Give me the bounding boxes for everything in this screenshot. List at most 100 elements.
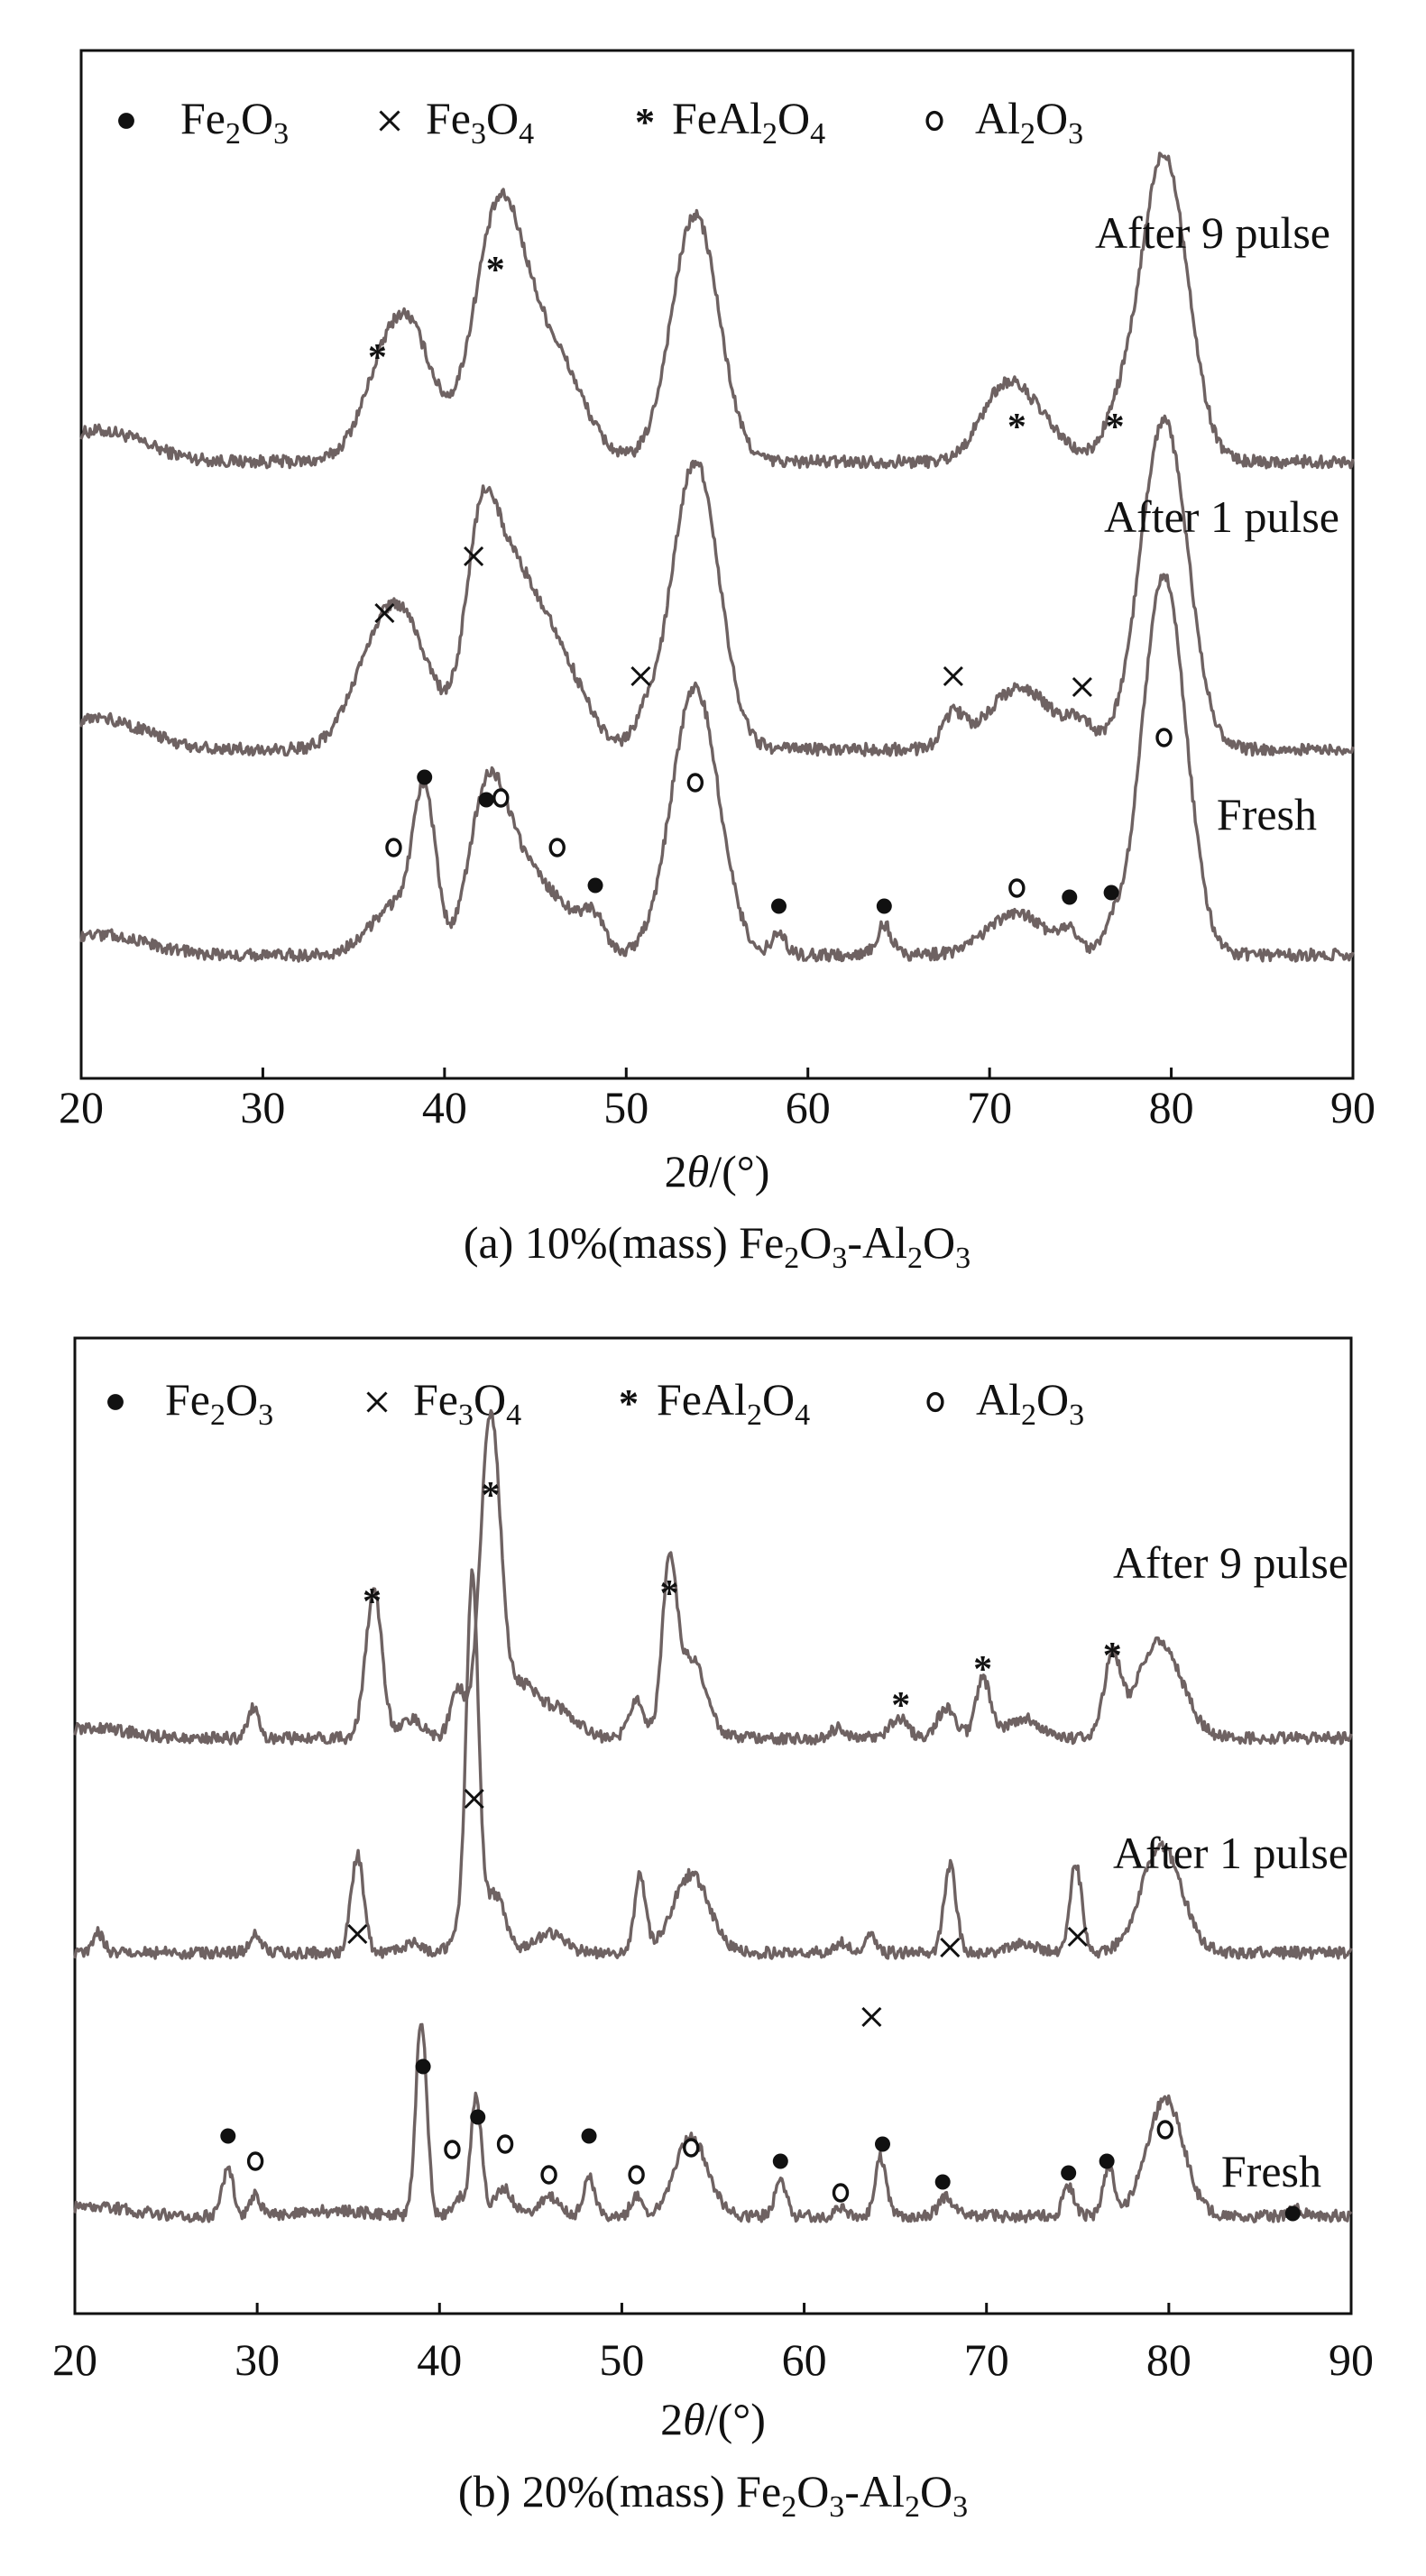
- peak-marker-ring: [832, 2183, 850, 2203]
- x-tick-70: 70: [967, 1068, 1012, 1132]
- peak-marker-ring: [444, 2140, 461, 2159]
- x-tick-label-90: 90: [1329, 2334, 1374, 2385]
- legend-entry-fe3o4: Fe3O4: [379, 93, 534, 151]
- legend-label-fe2o3: Fe2O3: [180, 93, 289, 151]
- xrd-trace-fresh-a: [79, 573, 1355, 963]
- series-fresh-a: Fresh: [79, 573, 1355, 963]
- series-label-fresh-a: Fresh: [1217, 789, 1317, 839]
- x-tick-label-40: 40: [422, 1082, 467, 1132]
- peak-marker-cross: [347, 1923, 368, 1945]
- peak-marker-dot: [470, 2109, 486, 2125]
- legend-entry-fe2o3: Fe2O3: [107, 1374, 273, 1432]
- legend-label-feal2o4: FeAl2O4: [672, 93, 825, 151]
- peak-marker-dot: [1284, 2205, 1301, 2222]
- peak-marker-ring: [246, 2151, 264, 2171]
- peak-marker-dot: [417, 769, 433, 785]
- series-label-after-1-pulse-b: After 1 pulse: [1113, 1828, 1348, 1878]
- peak-marker-cross: [464, 545, 484, 567]
- x-tick-label-30: 30: [240, 1082, 285, 1132]
- peak-markers-after-9-pulse-b: * * * * * *: [363, 1475, 1122, 1727]
- panel-b: 20 30 40 50 60 70 80 90 Fe2O3 Fe3O4 * FeAl2O4 A…: [52, 1336, 1374, 2524]
- peak-marker-star: *: [368, 337, 387, 379]
- x-tick-label-60: 60: [782, 2334, 827, 2385]
- legend-label-fe3o4: Fe3O4: [413, 1374, 521, 1432]
- svg-text:*: *: [363, 1581, 382, 1623]
- series-group-b: * * * * * * After 9 pulse After 1 pulse Fresh: [73, 1408, 1353, 2223]
- series-label-after-1-pulse-a: After 1 pulse: [1104, 491, 1339, 542]
- svg-text:*: *: [659, 1573, 678, 1615]
- x-tick-label-30: 30: [235, 2334, 280, 2385]
- series-after-9-pulse-b: * * * * * * After 9 pulse: [73, 1408, 1353, 1746]
- x-tick-50: 50: [599, 2303, 644, 2385]
- peak-marker-ring: [385, 838, 402, 857]
- svg-text:*: *: [481, 1475, 500, 1517]
- peak-marker-dot: [772, 2153, 788, 2169]
- peak-marker-dot: [874, 2136, 890, 2152]
- svg-text:*: *: [973, 1649, 992, 1691]
- panel-a: 20 30 40 50 60 70 80 90 Fe2O3 Fe3O4 * FeAl2O4 A…: [59, 49, 1375, 1275]
- svg-text:*: *: [619, 1381, 639, 1426]
- peak-marker-cross: [943, 665, 963, 687]
- peak-marker-dot: [770, 898, 787, 914]
- peak-markers-after-1-pulse-b: [347, 1788, 1088, 2028]
- x-tick-60: 60: [786, 1068, 831, 1132]
- x-tick-label-70: 70: [967, 1082, 1012, 1132]
- x-tick-20: 20: [52, 2334, 97, 2385]
- x-tick-label-50: 50: [599, 2334, 644, 2385]
- peak-marker-star: *: [891, 1685, 910, 1727]
- legend-marker-dot: [107, 1394, 124, 1410]
- peak-marker-cross: [861, 2006, 882, 2028]
- legend-marker-ring: [925, 110, 943, 132]
- legend-entry-fe2o3: Fe2O3: [118, 93, 289, 151]
- peak-marker-dot: [1103, 885, 1119, 901]
- x-tick-label-50: 50: [603, 1082, 649, 1132]
- x-tick-label-80: 80: [1146, 2334, 1191, 2385]
- x-ticks-a: 20 30 40 50 60 70 80 90: [59, 1068, 1375, 1132]
- peak-marker-star: *: [973, 1649, 992, 1691]
- xrd-trace-after-1-pulse-a: [79, 414, 1355, 757]
- peak-marker-star: *: [481, 1475, 500, 1517]
- peak-markers-after-9-pulse-a: * * * *: [368, 250, 1125, 448]
- x-tick-40: 40: [422, 1068, 467, 1132]
- legend-b: Fe2O3 Fe3O4 * FeAl2O4 Al2O3: [107, 1374, 1084, 1432]
- legend-marker-ring: [926, 1391, 944, 1413]
- x-tick-70: 70: [964, 2303, 1009, 2385]
- svg-text:*: *: [486, 250, 505, 291]
- x-tick-label-70: 70: [964, 2334, 1009, 2385]
- peak-marker-ring: [1008, 878, 1026, 898]
- peak-marker-ring: [492, 788, 510, 808]
- x-tick-30: 30: [235, 2303, 280, 2385]
- legend-marker-dot: [118, 113, 134, 129]
- x-tick-label-40: 40: [417, 2334, 462, 2385]
- x-tick-90: 90: [1330, 1082, 1375, 1132]
- x-tick-80: 80: [1149, 1068, 1194, 1132]
- series-label-after-9-pulse-a: After 9 pulse: [1095, 207, 1330, 258]
- peak-marker-ring: [540, 2165, 557, 2185]
- x-axis-label-b: 2θ/(°): [660, 2394, 766, 2444]
- svg-text:*: *: [1106, 407, 1125, 448]
- peak-marker-dot: [220, 2128, 236, 2144]
- series-after-1-pulse-a: After 1 pulse: [79, 414, 1355, 757]
- legend-marker-cross: [366, 1391, 388, 1413]
- plot-frame-b: [73, 1336, 1353, 2315]
- peak-marker-cross: [940, 1937, 961, 1958]
- x-tick-label-20: 20: [52, 2334, 97, 2385]
- peak-marker-ring: [683, 2138, 700, 2158]
- series-fresh-b: Fresh: [73, 2022, 1353, 2223]
- peak-marker-star: *: [1106, 407, 1125, 448]
- peak-marker-dot: [581, 2128, 597, 2144]
- x-tick-label-80: 80: [1149, 1082, 1194, 1132]
- x-tick-label-90: 90: [1330, 1082, 1375, 1132]
- legend-entry-feal2o4: * FeAl2O4: [619, 1374, 810, 1432]
- peak-marker-cross: [464, 1788, 484, 1810]
- legend-marker-star: *: [619, 1381, 639, 1426]
- peak-marker-star: *: [486, 250, 505, 291]
- x-tick-30: 30: [240, 1068, 285, 1132]
- peak-marker-cross: [1072, 676, 1092, 698]
- xrd-trace-fresh-b: [73, 2022, 1353, 2223]
- legend-a: Fe2O3 Fe3O4 * FeAl2O4 Al2O3: [118, 93, 1083, 151]
- legend-entry-feal2o4: * FeAl2O4: [635, 93, 825, 151]
- x-tick-20: 20: [59, 1082, 104, 1132]
- peak-markers-fresh-b: [220, 2058, 1301, 2222]
